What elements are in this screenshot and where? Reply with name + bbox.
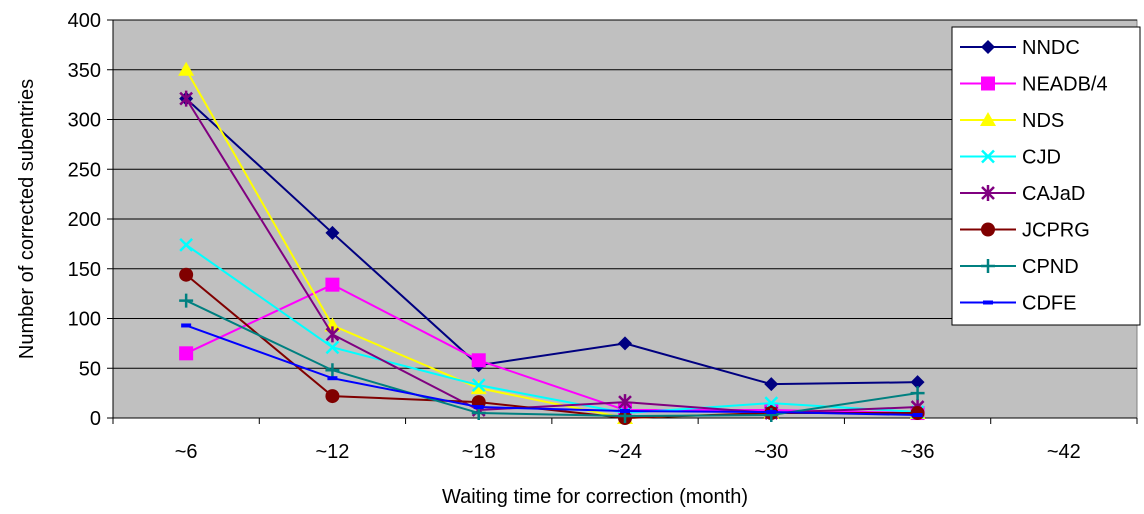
data-point [179,90,194,107]
data-point [179,267,194,282]
x-tick-label: ~6 [175,441,198,463]
legend-label: CJD [1022,147,1061,169]
series-cdfe [181,323,923,418]
legend-item: CAJaD [960,183,1085,205]
legend-item: CJD [960,147,1061,169]
data-point [179,346,194,361]
legend-item: NDS [960,110,1064,132]
y-tick-labels: 0 50 100 150 200 250 300 350 400 [68,10,101,430]
data-point [181,323,192,328]
data-point [325,340,340,355]
x-tick-label: ~12 [315,441,349,463]
legend-box [951,26,1141,326]
legend-item: NEADB/4 [960,74,1108,96]
legend-label: CAJaD [1022,183,1085,205]
y-tick-label: 250 [68,159,101,181]
y-axis-title: Number of corrected subentries [16,79,38,359]
y-tick-label: 50 [79,358,101,380]
data-point [325,277,340,292]
legend-label: CDFE [1022,293,1076,315]
y-tick-label: 350 [68,60,101,82]
data-point [178,61,195,76]
y-tick-label: 200 [68,209,101,231]
legend-label: JCPRG [1022,220,1090,242]
x-tick-label: ~36 [901,441,935,463]
legend-marker [981,222,995,237]
data-point [179,237,194,252]
y-tick-label: 150 [68,259,101,281]
data-point [910,386,925,401]
series-group [178,61,926,425]
x-tick-label: ~42 [1047,441,1081,463]
y-tick-label: 400 [68,10,101,32]
y-tick-label: 100 [68,309,101,331]
legend-label: NEADB/4 [1022,74,1108,96]
data-point [325,389,340,404]
data-point [325,326,340,343]
data-point [325,363,340,378]
series-line [185,324,918,417]
legend-marker [981,185,995,201]
legend-marker [983,300,993,305]
x-tick-label: ~24 [608,441,642,463]
legend-item: CDFE [960,293,1076,315]
legend-item: JCPRG [960,220,1090,242]
data-point [618,336,632,351]
legend-marker [981,76,995,91]
data-point [912,413,923,418]
series-line [185,299,918,418]
data-point [473,405,484,410]
data-point [618,394,632,411]
legend-label: NNDC [1022,37,1080,59]
data-point [179,293,194,308]
data-point [766,410,777,415]
legend: NNDC NEADB/4 NDS CJD CAJaD JCPRG CPND CDFE [951,26,1141,326]
legend-item: NNDC [960,37,1080,59]
data-point [764,377,779,392]
data-point [764,396,779,410]
data-point [471,353,486,368]
legend-marker [981,40,995,54]
legend-label: NDS [1022,110,1064,132]
data-point [325,225,340,240]
series-line [185,244,918,415]
y-tick-label: 300 [68,110,101,132]
x-axis-title: Waiting time for correction (month) [442,486,748,508]
legend-marker [981,259,995,273]
series-line [185,97,918,386]
legend-marker [981,149,995,164]
y-tick-label: 0 [90,408,101,430]
legend-item: CPND [960,256,1079,278]
x-tick-labels: ~6 ~12 ~18 ~24 ~30 ~36 ~42 [175,441,1081,463]
data-point [620,409,630,414]
data-point [910,375,925,390]
data-point [327,376,338,381]
legend-marker [980,112,996,126]
legend-label: CPND [1022,256,1079,278]
x-tick-label: ~30 [754,441,788,463]
data-point [471,378,486,393]
x-tick-label: ~18 [462,441,496,463]
